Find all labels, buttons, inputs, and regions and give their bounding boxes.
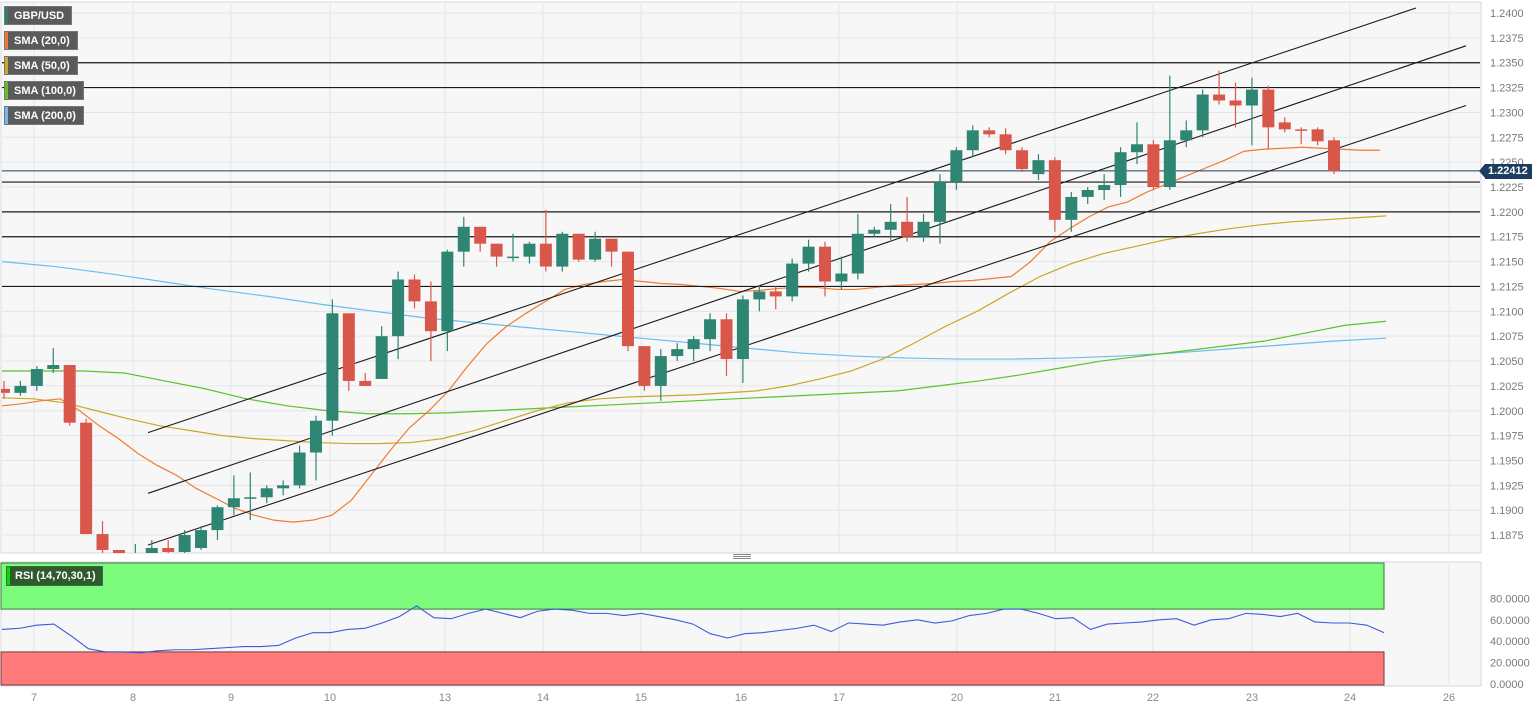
svg-text:1.2050: 1.2050 <box>1490 356 1524 368</box>
legend-label: SMA (100,0) <box>14 84 76 97</box>
svg-text:1.2200: 1.2200 <box>1490 207 1524 219</box>
svg-text:40.0000: 40.0000 <box>1490 636 1530 648</box>
legend-label: SMA (200,0) <box>14 109 76 122</box>
horizontal-levels <box>2 62 1480 288</box>
candlesticks <box>1 70 1341 553</box>
svg-text:1.2125: 1.2125 <box>1490 281 1524 293</box>
legend-swatch-sma200 <box>5 107 8 124</box>
svg-text:7: 7 <box>31 692 37 704</box>
svg-text:1.2350: 1.2350 <box>1490 58 1524 70</box>
svg-text:0.0000: 0.0000 <box>1490 679 1524 691</box>
svg-text:21: 21 <box>1049 692 1061 704</box>
legend-swatch-sma20 <box>5 32 8 49</box>
svg-text:17: 17 <box>833 692 845 704</box>
svg-text:23: 23 <box>1246 692 1258 704</box>
svg-text:1.1900: 1.1900 <box>1490 505 1524 517</box>
svg-text:1.2025: 1.2025 <box>1490 381 1524 393</box>
legend-gbpusd[interactable]: GBP/USD <box>4 6 73 25</box>
svg-text:1.2300: 1.2300 <box>1490 107 1524 119</box>
svg-text:1.2175: 1.2175 <box>1490 232 1524 244</box>
svg-text:14: 14 <box>537 692 549 704</box>
svg-text:1.1925: 1.1925 <box>1490 480 1524 492</box>
svg-text:80.0000: 80.0000 <box>1490 593 1530 605</box>
trend-channel-lines <box>147 7 1467 546</box>
legend-sma50[interactable]: SMA (50,0) <box>4 56 78 75</box>
svg-text:22: 22 <box>1147 692 1159 704</box>
svg-text:1.2075: 1.2075 <box>1490 331 1524 343</box>
svg-text:8: 8 <box>130 692 136 704</box>
svg-text:1.2375: 1.2375 <box>1490 33 1524 45</box>
svg-text:1.2325: 1.2325 <box>1490 83 1524 95</box>
svg-text:1.2275: 1.2275 <box>1490 132 1524 144</box>
legend-sma100[interactable]: SMA (100,0) <box>4 81 84 100</box>
svg-text:16: 16 <box>735 692 747 704</box>
legend-swatch-sma50 <box>5 57 8 74</box>
svg-text:1.2400: 1.2400 <box>1490 8 1524 20</box>
svg-text:20: 20 <box>951 692 963 704</box>
pane-resize-handle[interactable] <box>733 554 751 560</box>
legend-swatch-sma100 <box>5 82 8 99</box>
legend-label: RSI (14,70,30,1) <box>15 570 96 582</box>
svg-text:15: 15 <box>635 692 647 704</box>
legend-swatch-rsi <box>7 567 10 585</box>
legend-sma200[interactable]: SMA (200,0) <box>4 106 84 125</box>
svg-text:60.0000: 60.0000 <box>1490 615 1530 627</box>
svg-text:1.1950: 1.1950 <box>1490 455 1524 467</box>
svg-text:20.0000: 20.0000 <box>1490 658 1530 670</box>
svg-text:24: 24 <box>1344 692 1356 704</box>
svg-text:1.1975: 1.1975 <box>1490 431 1524 443</box>
svg-text:1.2000: 1.2000 <box>1490 406 1524 418</box>
svg-text:1.2150: 1.2150 <box>1490 257 1524 269</box>
svg-text:1.2100: 1.2100 <box>1490 306 1524 318</box>
svg-text:9: 9 <box>228 692 234 704</box>
legend-rsi[interactable]: RSI (14,70,30,1) <box>6 566 103 586</box>
svg-text:1.2225: 1.2225 <box>1490 182 1524 194</box>
legend-swatch-gbpusd <box>5 7 8 24</box>
legend-sma20[interactable]: SMA (20,0) <box>4 31 78 50</box>
legend-label: SMA (20,0) <box>14 34 70 47</box>
svg-text:10: 10 <box>324 692 336 704</box>
current-price-tag: 1.22412 <box>1479 164 1532 179</box>
legend-label: GBP/USD <box>14 9 65 22</box>
axes: 1.2400 1.2375 1.2350 1.2325 1.2300 1.2275 1.22… <box>31 8 1530 704</box>
svg-text:26: 26 <box>1443 692 1455 704</box>
svg-text:1.1875: 1.1875 <box>1490 530 1524 542</box>
svg-text:13: 13 <box>439 692 451 704</box>
rsi-indicator <box>0 562 1385 686</box>
legend-label: SMA (50,0) <box>14 59 70 72</box>
